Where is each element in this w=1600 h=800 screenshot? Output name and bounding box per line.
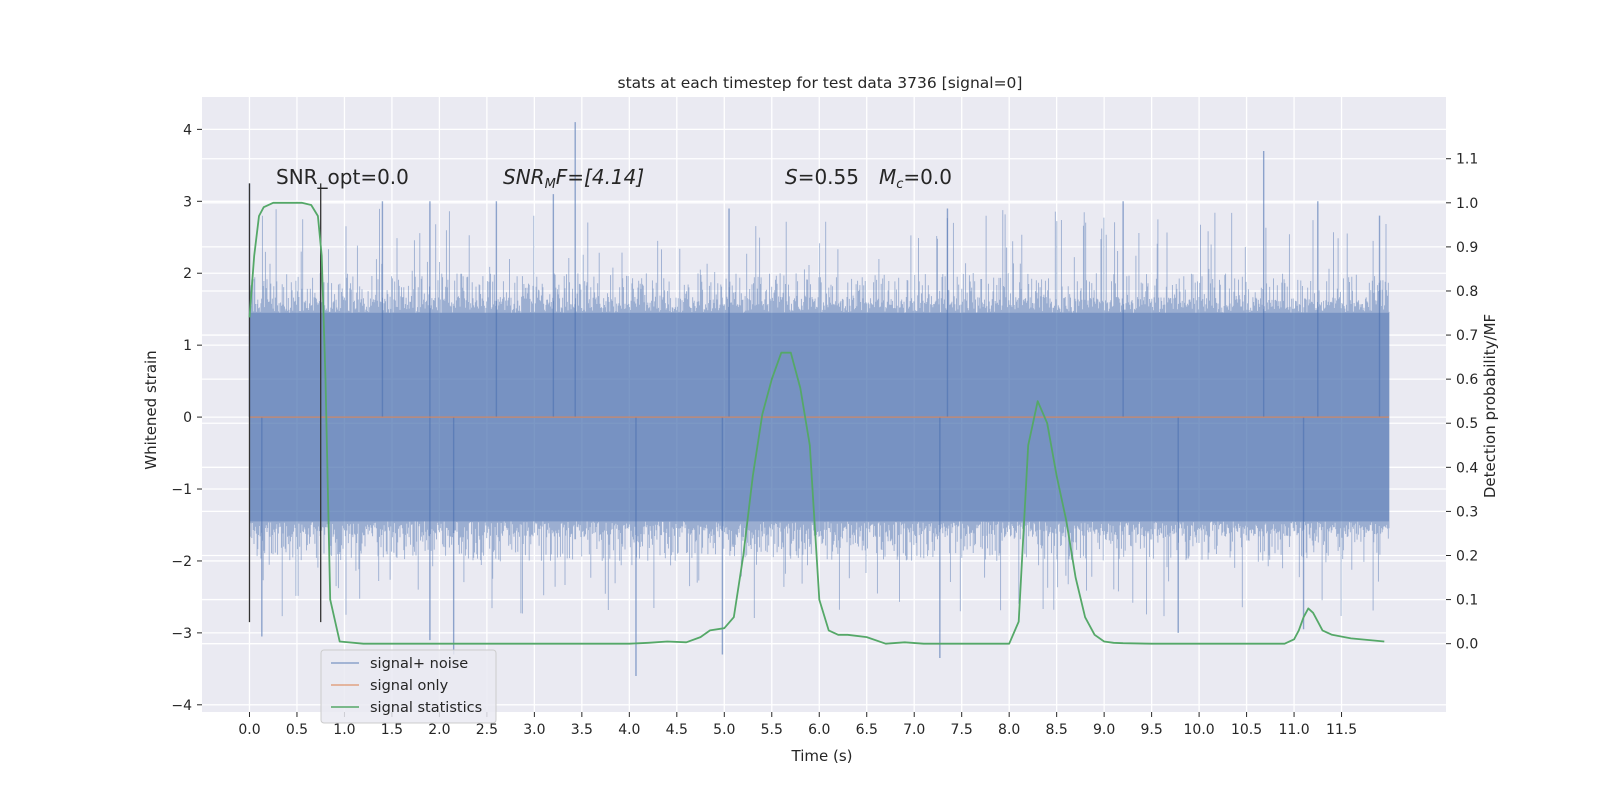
x-tick-label: 9.0 (1093, 722, 1115, 738)
y-tick-label: −1 (171, 482, 192, 498)
y2-tick-label: 0.4 (1456, 460, 1478, 476)
y2-tick-label: 0.1 (1456, 593, 1478, 609)
y2-tick-label: 0.6 (1456, 372, 1478, 388)
x-tick-label: 2.0 (428, 722, 450, 738)
x-tick-label: 10.0 (1184, 722, 1215, 738)
y-tick-label: −4 (171, 698, 192, 714)
y-tick-label: 4 (183, 122, 192, 138)
x-tick-label: 6.5 (856, 722, 878, 738)
y2-tick-label: 0.3 (1456, 504, 1478, 520)
y-tick-label: 2 (183, 266, 192, 282)
chart-title: stats at each timestep for test data 373… (618, 74, 1023, 92)
x-axis-label: Time (s) (791, 747, 853, 765)
y2-tick-label: 0.0 (1456, 637, 1478, 653)
y2-tick-label: 1.1 (1456, 152, 1478, 168)
legend: signal+ noise signal only signal statist… (320, 649, 497, 724)
marker-lines (248, 183, 322, 623)
series-signal-statistics (248, 201, 1385, 645)
x-tick-label: 5.0 (713, 722, 735, 738)
annotation-snr-mf: SNRMF=[4.14] (503, 165, 644, 192)
x-tick-label: 0.5 (286, 722, 308, 738)
x-tick-label: 7.0 (903, 722, 925, 738)
legend-label-signal-noise: signal+ noise (370, 656, 468, 672)
annotation-s-value: S=0.55 (785, 165, 859, 189)
y-tick-label: −2 (171, 554, 192, 570)
y2-tick-label: 0.5 (1456, 416, 1478, 432)
annotation-mc-value: Mc=0.0 (879, 165, 952, 192)
legend-box (320, 649, 497, 724)
y-tick-label: −3 (171, 626, 192, 642)
y-axis-label: Whitened strain (142, 350, 160, 469)
y2-tick-label: 1.0 (1456, 196, 1478, 212)
x-tick-label: 1.5 (381, 722, 403, 738)
x-tick-label: 9.5 (1140, 722, 1162, 738)
axis-ticks: 0.0 0.5 1.0 1.5 2.0 2.5 3.0 3.5 4.0 4.5 5.0 5.5 6.0 6… (171, 122, 1478, 738)
legend-label-signal-only: signal only (370, 678, 449, 694)
y2-tick-label: 0.7 (1456, 328, 1478, 344)
x-tick-label: 3.5 (571, 722, 593, 738)
x-tick-label: 8.0 (998, 722, 1020, 738)
x-tick-label: 1.0 (333, 722, 355, 738)
x-tick-label: 11.0 (1278, 722, 1309, 738)
y-tick-label: 1 (183, 338, 192, 354)
y-tick-label: 0 (183, 410, 192, 426)
annotation-snr-opt: SNR_opt=0.0 (276, 165, 409, 189)
x-tick-label: 3.0 (523, 722, 545, 738)
x-tick-label: 7.5 (951, 722, 973, 738)
x-tick-label: 4.5 (666, 722, 688, 738)
y2-axis-label: Detection probability/MF (1481, 314, 1499, 498)
x-tick-label: 5.5 (761, 722, 783, 738)
x-tick-label: 6.0 (808, 722, 830, 738)
x-tick-label: 8.5 (1046, 722, 1068, 738)
y2-tick-label: 0.2 (1456, 548, 1478, 564)
x-tick-label: 2.5 (476, 722, 498, 738)
x-tick-label: 0.0 (238, 722, 260, 738)
y2-tick-label: 0.8 (1456, 284, 1478, 300)
statistics-line (248, 201, 1385, 645)
legend-label-signal-statistics: signal statistics (370, 700, 482, 716)
y-tick-label: 3 (183, 194, 192, 210)
x-tick-label: 10.5 (1231, 722, 1262, 738)
x-tick-label: 11.5 (1326, 722, 1357, 738)
y2-tick-label: 0.9 (1456, 240, 1478, 256)
x-tick-label: 4.0 (618, 722, 640, 738)
